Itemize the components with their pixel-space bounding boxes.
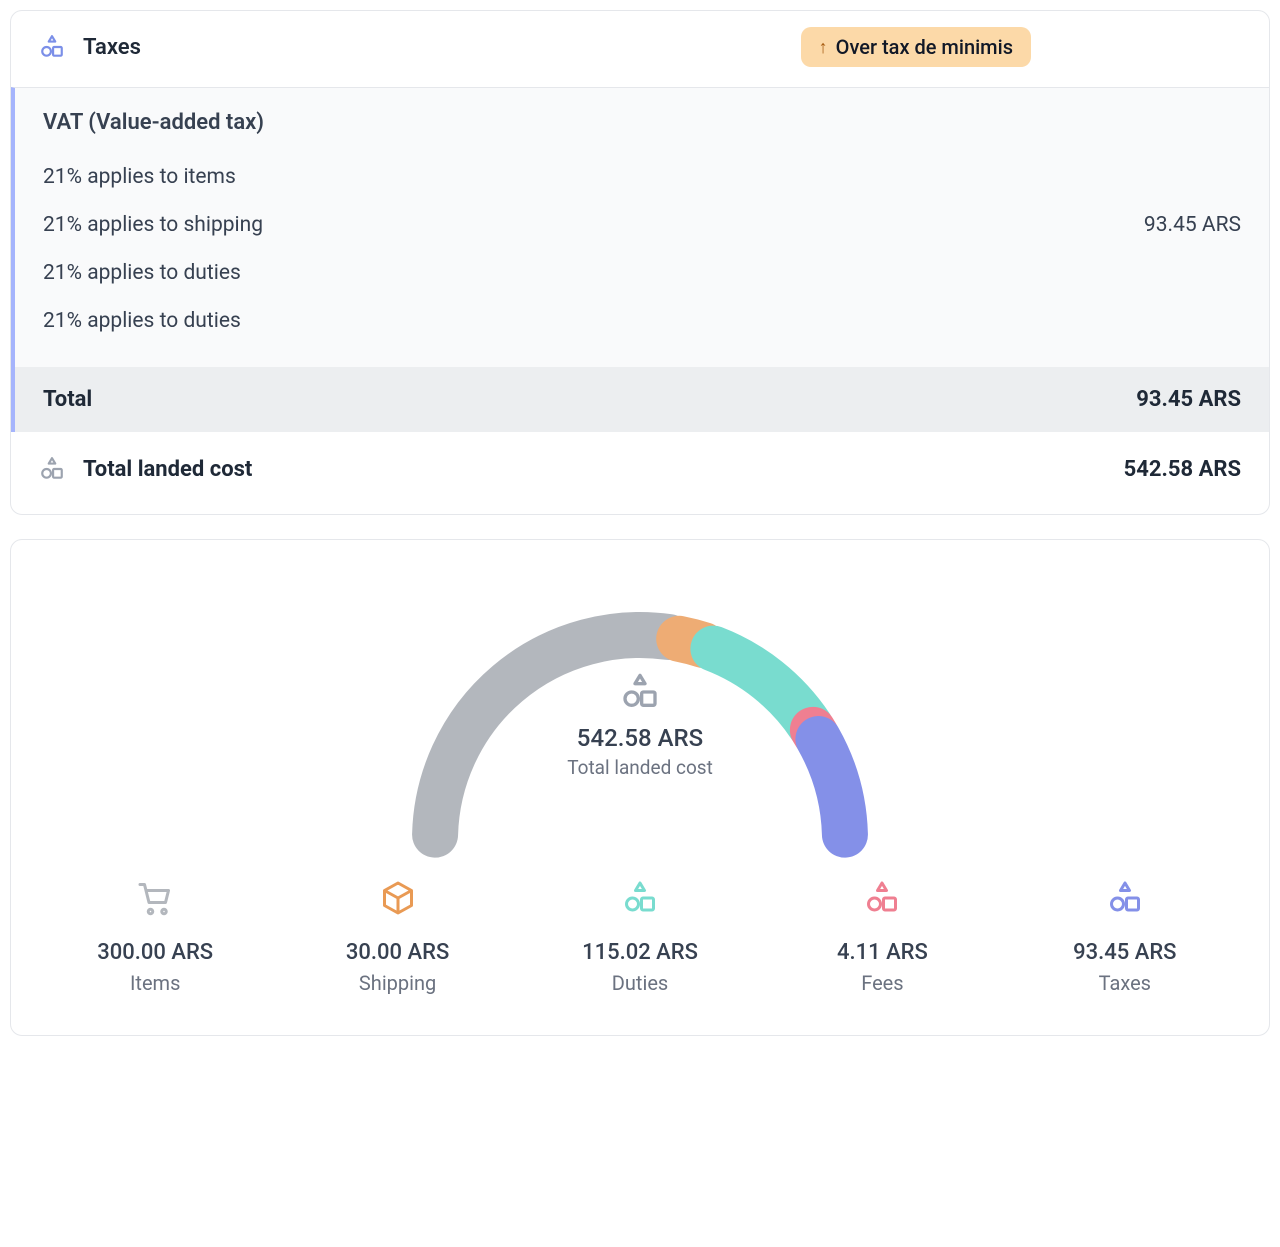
landed-amount: 542.58 ARS [1124,457,1241,482]
box-icon [380,880,416,916]
legend-label: Items [39,971,271,995]
total-label: Total [43,387,92,412]
shapes-icon [39,34,65,60]
shapes-icon [622,880,658,916]
taxes-title: Taxes [83,35,141,60]
legend-item-shipping: 30.00 ARS Shipping [281,880,513,995]
legend-label: Duties [524,971,756,995]
vat-line: 21% applies to duties [43,297,1241,345]
legend-label: Fees [766,971,998,995]
landed-label: Total landed cost [83,457,252,482]
vat-line: 21% applies to items [43,153,1241,201]
gauge-center: 542.58 ARS Total landed cost [380,672,900,779]
legend-amount: 115.02 ARS [524,940,756,965]
taxes-card: Taxes ↑ Over tax de minimis VAT (Value-a… [10,10,1270,515]
vat-line: 21% applies to duties [43,249,1241,297]
legend-amount: 4.11 ARS [766,940,998,965]
shapes-icon [620,672,660,712]
legend-item-fees: 4.11 ARS Fees [766,880,998,995]
cart-icon [137,880,173,916]
vat-line-label: 21% applies to items [43,165,236,189]
badge-text: Over tax de minimis [836,35,1013,59]
legend-item-taxes: 93.45 ARS Taxes [1009,880,1241,995]
shapes-icon [39,456,65,482]
vat-line-label: 21% applies to duties [43,309,241,333]
total-amount: 93.45 ARS [1136,387,1241,412]
taxes-total-row: Total 93.45 ARS [11,367,1269,432]
gauge-chart: 542.58 ARS Total landed cost [380,580,900,840]
vat-line: 21% applies to shipping 93.45 ARS [43,201,1241,249]
legend-amount: 30.00 ARS [281,940,513,965]
legend-amount: 93.45 ARS [1009,940,1241,965]
breakdown-card: 542.58 ARS Total landed cost 300.00 ARS … [10,539,1270,1036]
vat-line-label: 21% applies to shipping [43,213,263,237]
taxes-header: Taxes ↑ Over tax de minimis [11,11,1269,87]
gauge-amount: 542.58 ARS [380,724,900,752]
vat-line-label: 21% applies to duties [43,261,241,285]
legend-label: Taxes [1009,971,1241,995]
deminimis-badge: ↑ Over tax de minimis [801,27,1031,67]
gauge-sublabel: Total landed cost [380,756,900,779]
landed-cost-row: Total landed cost 542.58 ARS [11,432,1269,514]
vat-section: VAT (Value-added tax) 21% applies to ite… [11,87,1269,367]
legend-row: 300.00 ARS Items 30.00 ARS Shipping 115.… [39,880,1241,995]
legend-amount: 300.00 ARS [39,940,271,965]
legend-label: Shipping [281,971,513,995]
legend-item-items: 300.00 ARS Items [39,880,271,995]
shapes-icon [864,880,900,916]
legend-item-duties: 115.02 ARS Duties [524,880,756,995]
vat-title: VAT (Value-added tax) [43,110,1241,135]
shapes-icon [1107,880,1143,916]
arrow-up-icon: ↑ [819,37,828,58]
vat-line-amount: 93.45 ARS [1144,213,1241,237]
